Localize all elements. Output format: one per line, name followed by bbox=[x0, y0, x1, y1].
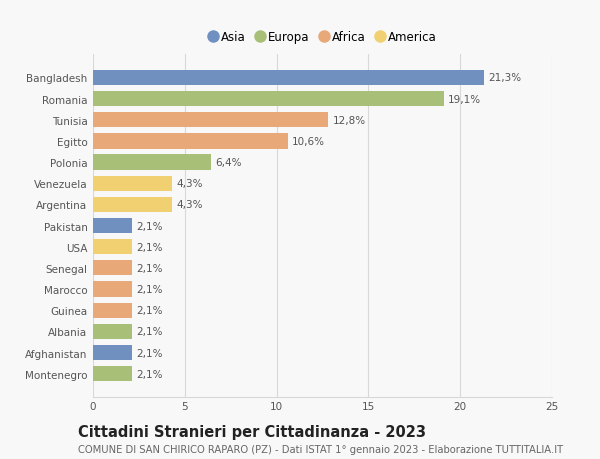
Bar bbox=[93, 218, 131, 234]
Text: 2,1%: 2,1% bbox=[136, 263, 163, 273]
Text: 21,3%: 21,3% bbox=[488, 73, 522, 83]
Bar bbox=[93, 92, 443, 107]
Text: 4,3%: 4,3% bbox=[176, 200, 203, 210]
Text: 10,6%: 10,6% bbox=[292, 137, 325, 146]
Text: COMUNE DI SAN CHIRICO RAPARO (PZ) - Dati ISTAT 1° gennaio 2023 - Elaborazione TU: COMUNE DI SAN CHIRICO RAPARO (PZ) - Dati… bbox=[78, 444, 563, 454]
Bar bbox=[93, 155, 211, 170]
Text: Cittadini Stranieri per Cittadinanza - 2023: Cittadini Stranieri per Cittadinanza - 2… bbox=[78, 425, 426, 440]
Bar bbox=[93, 282, 131, 297]
Bar bbox=[93, 261, 131, 276]
Bar bbox=[93, 324, 131, 339]
Text: 2,1%: 2,1% bbox=[136, 242, 163, 252]
Bar bbox=[93, 345, 131, 360]
Text: 2,1%: 2,1% bbox=[136, 221, 163, 231]
Text: 4,3%: 4,3% bbox=[176, 179, 203, 189]
Text: 2,1%: 2,1% bbox=[136, 348, 163, 358]
Bar bbox=[93, 366, 131, 381]
Bar bbox=[93, 197, 172, 213]
Bar bbox=[93, 134, 287, 149]
Bar bbox=[93, 176, 172, 191]
Text: 2,1%: 2,1% bbox=[136, 306, 163, 315]
Text: 12,8%: 12,8% bbox=[332, 116, 366, 125]
Text: 2,1%: 2,1% bbox=[136, 327, 163, 336]
Text: 19,1%: 19,1% bbox=[448, 95, 481, 104]
Text: 2,1%: 2,1% bbox=[136, 369, 163, 379]
Bar bbox=[93, 240, 131, 255]
Text: 6,4%: 6,4% bbox=[215, 158, 242, 168]
Bar bbox=[93, 113, 328, 128]
Legend: Asia, Europa, Africa, America: Asia, Europa, Africa, America bbox=[206, 28, 439, 46]
Bar bbox=[93, 303, 131, 318]
Bar bbox=[93, 71, 484, 86]
Text: 2,1%: 2,1% bbox=[136, 285, 163, 294]
